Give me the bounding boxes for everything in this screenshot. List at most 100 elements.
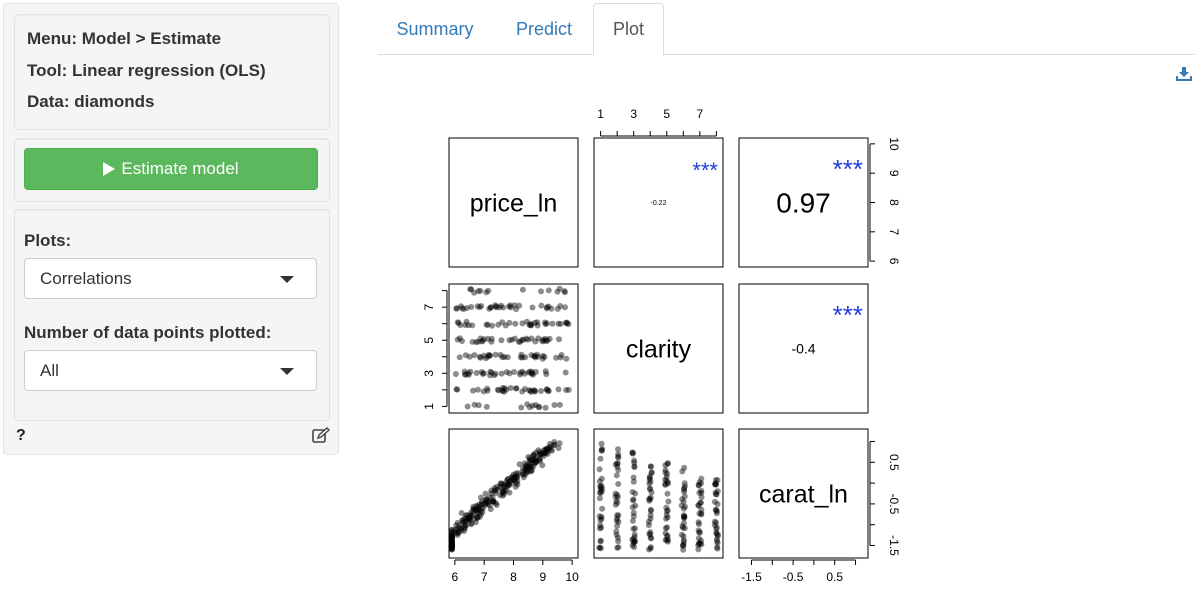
- tick-label: 7: [697, 107, 704, 121]
- scatter-point: [456, 354, 463, 361]
- scatter-point: [448, 541, 455, 548]
- scatter-point: [500, 491, 507, 498]
- scatter-point: [615, 512, 622, 519]
- scatter-point: [448, 542, 455, 549]
- scatter-point: [681, 513, 688, 520]
- scatter-point: [448, 532, 455, 539]
- scatter-point: [525, 369, 532, 376]
- tick-label: 10: [887, 137, 901, 151]
- scatter-point: [631, 531, 638, 538]
- scatter-point: [522, 354, 529, 361]
- scatter-point: [681, 525, 688, 532]
- scatter-point: [453, 305, 460, 312]
- scatter-point: [549, 320, 556, 327]
- edit-icon[interactable]: [312, 427, 331, 448]
- scatter-point: [464, 512, 471, 519]
- scatter-point: [695, 502, 702, 509]
- scatter-point: [647, 506, 654, 513]
- scatter-point: [516, 461, 523, 468]
- sidebar: Menu: Model > Estimate Tool: Linear regr…: [3, 3, 339, 455]
- scatter-point: [467, 514, 474, 521]
- scatter-point: [455, 525, 462, 532]
- scatter-point: [448, 532, 455, 539]
- scatter-point: [513, 385, 520, 392]
- scatter-point: [484, 501, 491, 508]
- scatter-point: [475, 509, 482, 516]
- tick-label: 6: [887, 258, 901, 265]
- scatter-point: [528, 461, 535, 468]
- scatter-point: [613, 472, 620, 479]
- scatter-point: [647, 512, 654, 519]
- scatter-point: [530, 387, 537, 394]
- scatter-point: [681, 515, 688, 522]
- scatter-point: [459, 305, 465, 312]
- scatter-point: [681, 486, 688, 493]
- scatter-point: [484, 387, 491, 394]
- scatter-point: [458, 510, 465, 516]
- scatter-point: [596, 495, 603, 502]
- scatter-point: [531, 456, 538, 463]
- scatter-point: [526, 368, 533, 375]
- scatter-point: [494, 483, 501, 490]
- scatter-point: [534, 319, 541, 326]
- scatter-point: [646, 485, 653, 492]
- panel-frame-2-0: [448, 428, 579, 559]
- scatter-point: [488, 304, 494, 311]
- scatter-point: [613, 528, 620, 535]
- download-icon[interactable]: [1175, 66, 1193, 87]
- tab-plot[interactable]: Plot: [593, 3, 664, 56]
- scatter-point: [537, 451, 544, 458]
- scatter-point: [484, 498, 491, 505]
- scatter-point: [520, 336, 527, 343]
- scatter-point: [596, 466, 603, 473]
- scatter-point: [537, 457, 544, 464]
- scatter-point: [630, 474, 637, 481]
- scatter-point: [679, 468, 686, 475]
- scatter-point: [698, 541, 705, 548]
- scatter-point: [468, 508, 475, 515]
- scatter-point: [558, 352, 565, 358]
- scatter-point: [452, 526, 459, 533]
- plots-select[interactable]: Correlations: [24, 258, 317, 299]
- scatter-point: [630, 513, 637, 520]
- scatter-point: [631, 463, 638, 470]
- scatter-point: [532, 460, 539, 467]
- scatter-point: [647, 463, 654, 470]
- scatter-point: [551, 442, 558, 449]
- scatter-point: [630, 478, 637, 485]
- tab-predict[interactable]: Predict: [515, 18, 573, 39]
- scatter-point: [448, 542, 455, 549]
- tick-label: 1: [422, 403, 436, 410]
- scatter-point: [484, 335, 491, 342]
- panel-frame-1-1: [593, 283, 724, 414]
- scatter-point: [615, 481, 622, 487]
- scatter-point: [555, 320, 562, 327]
- scatter-point: [712, 481, 719, 487]
- scatter-point: [455, 529, 462, 536]
- scatter-point: [541, 446, 548, 453]
- help-icon[interactable]: ?: [16, 427, 26, 444]
- scatter-point: [484, 499, 490, 506]
- scatter-point: [596, 544, 603, 551]
- scatter-point: [448, 541, 455, 548]
- estimate-model-button[interactable]: Estimate model: [24, 148, 318, 190]
- scatter-point: [448, 529, 455, 536]
- scatter-point: [474, 514, 481, 521]
- scatter-point: [490, 498, 497, 505]
- scatter-point: [507, 478, 514, 485]
- scatter-point: [528, 388, 535, 395]
- scatter-point: [448, 533, 455, 540]
- scatter-point: [681, 485, 688, 492]
- scatter-point: [522, 466, 529, 473]
- scatter-point: [535, 447, 542, 454]
- scatter-point: [471, 352, 478, 359]
- tab-summary[interactable]: Summary: [396, 18, 474, 39]
- scatter-point: [479, 337, 486, 344]
- scatter-point: [506, 303, 512, 310]
- scatter-point: [517, 338, 524, 345]
- scatter-point: [466, 517, 473, 524]
- scatter-point: [711, 518, 718, 525]
- scatter-point: [541, 450, 548, 457]
- scatter-point: [466, 513, 473, 520]
- npoints-select[interactable]: All: [24, 350, 317, 391]
